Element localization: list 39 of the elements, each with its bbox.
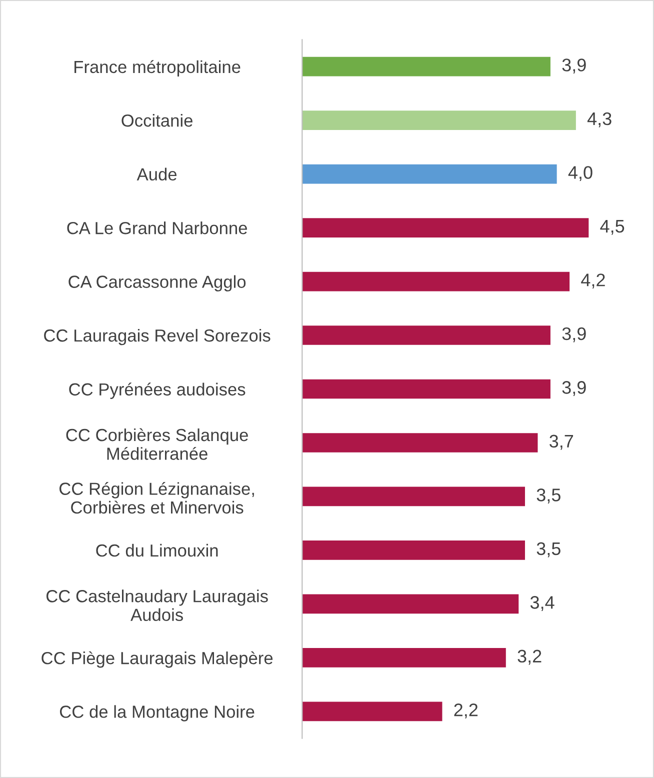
y-tick-label: CA Le Grand Narbonne <box>67 221 247 234</box>
y-tick-label: Aude <box>136 168 177 180</box>
data-label: 4,3 <box>587 112 612 128</box>
data-label: 4,0 <box>568 166 592 182</box>
bar <box>302 648 506 668</box>
y-tick-label: CC Corbières Salanque Méditerranée <box>66 428 248 460</box>
data-label: 3,5 <box>536 542 560 558</box>
y-tick-label: CC Piège Lauragais Malepère <box>42 651 273 668</box>
bar <box>302 486 525 506</box>
data-label: 3,9 <box>562 381 586 396</box>
bar <box>302 379 550 399</box>
bar <box>302 218 589 238</box>
y-tick-label: CC Région Lézignanaise, Corbières et Minervois <box>59 482 254 514</box>
bar <box>302 433 538 452</box>
data-label: 3,9 <box>562 58 586 74</box>
bar <box>302 594 519 614</box>
data-label: 4,2 <box>581 274 605 288</box>
y-tick-label: CC Castelnaudary Lauragais Audois <box>46 590 268 622</box>
bar <box>302 56 550 76</box>
bar <box>302 702 442 722</box>
y-tick-label: CC du Limouxin <box>96 544 218 557</box>
data-label: 4,5 <box>600 220 624 235</box>
y-tick-label: Occitanie <box>122 114 192 127</box>
bar <box>302 110 576 130</box>
y-tick-label: CC Pyrénées audoises <box>69 382 246 399</box>
data-label: 2,2 <box>454 704 478 718</box>
bar <box>302 272 570 292</box>
y-tick-label: CC Lauragais Revel Sorezois <box>44 328 270 346</box>
data-label: 3,5 <box>536 488 560 504</box>
bar <box>302 540 525 560</box>
data-label: 3,9 <box>562 327 586 342</box>
y-tick-label: France métropolitaine <box>74 60 240 77</box>
y-tick-label: CA Carcassonne Agglo <box>68 275 246 292</box>
y-tick-label: CC de la Montagne Noire <box>60 705 254 722</box>
bar <box>302 164 557 184</box>
data-label: 3,4 <box>530 596 554 611</box>
data-label: 3,2 <box>518 650 542 665</box>
data-label: 3,7 <box>550 434 574 450</box>
bar <box>302 326 550 345</box>
